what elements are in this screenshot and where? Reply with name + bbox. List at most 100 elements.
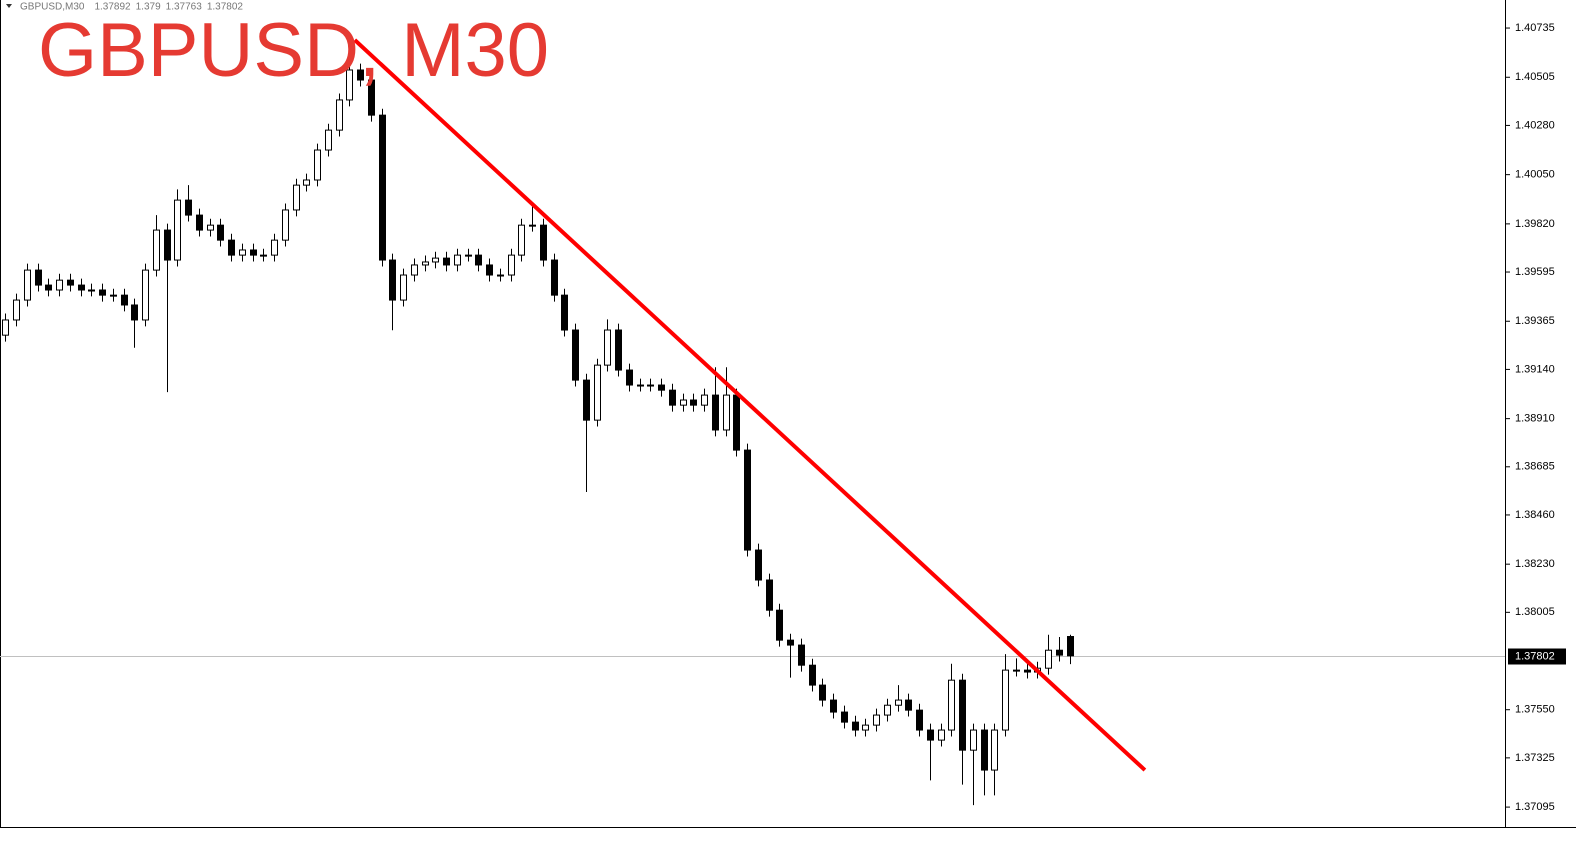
candle-body [948, 679, 955, 731]
candle-body [690, 399, 697, 406]
candle-body [733, 394, 740, 451]
candle-body [45, 284, 52, 291]
candle-body [518, 224, 525, 256]
candle-body [1024, 669, 1031, 673]
candle-body [572, 329, 579, 381]
candle-body [389, 259, 396, 301]
candle-body [228, 239, 235, 256]
y-tick-label: 1.38005 [1515, 606, 1555, 618]
candle-body [991, 729, 998, 771]
candle-body [346, 69, 353, 101]
candle-body [787, 639, 794, 646]
candle-body [970, 729, 977, 751]
candle-body [916, 709, 923, 731]
candle-body [1067, 636, 1074, 657]
candle-body [282, 209, 289, 241]
candle-body [540, 224, 547, 261]
header-ohlc: 1.37892 [94, 2, 131, 13]
candle-body [766, 579, 773, 611]
candle-body [508, 254, 515, 276]
candle-body [712, 394, 719, 431]
y-tick-label: 1.38910 [1515, 413, 1555, 425]
candle-body [529, 224, 536, 227]
candle-body [422, 261, 429, 266]
candle-body [755, 549, 762, 581]
candle-body [615, 329, 622, 371]
candle-body [250, 249, 257, 256]
candle-body [2, 319, 9, 336]
candle-body [841, 711, 848, 723]
header-ohlc: 1.37763 [166, 2, 203, 13]
candle-body [142, 269, 149, 321]
candle-body [185, 199, 192, 216]
y-tick-label: 1.38685 [1515, 461, 1555, 473]
header-symbol: GBPUSD,M30 [20, 2, 85, 13]
candle-body [217, 224, 224, 241]
candle-body [583, 379, 590, 421]
current-price-label: 1.37802 [1515, 650, 1555, 662]
candle-body [680, 399, 687, 406]
candle-body [443, 257, 450, 266]
candle-body [905, 699, 912, 711]
y-tick-label: 1.40505 [1515, 71, 1555, 83]
candle-body [1045, 649, 1052, 669]
candle-body [196, 214, 203, 231]
candle-body [164, 229, 171, 261]
y-tick-label: 1.37095 [1515, 801, 1555, 813]
candle-body [13, 299, 20, 321]
y-tick-label: 1.38460 [1515, 509, 1555, 521]
candle-body [99, 289, 106, 296]
y-tick-label: 1.38230 [1515, 558, 1555, 570]
candle-body [486, 264, 493, 276]
candle-body [357, 69, 364, 81]
candle-body [497, 274, 504, 277]
candle-body [1013, 669, 1020, 672]
header: GBPUSD,M30 1.37892 1.379 1.37763 1.37802 [20, 2, 243, 13]
candle-body [174, 199, 181, 261]
candle-body [293, 184, 300, 211]
candle-body [895, 699, 902, 706]
current-price-box [1508, 648, 1566, 665]
candle-body [336, 99, 343, 131]
candle-body [368, 79, 375, 116]
candle-body [819, 684, 826, 701]
candle-body [981, 729, 988, 771]
candle-body [927, 729, 934, 741]
chart-title: GBPUSD, M30 [38, 8, 549, 93]
y-tick-label: 1.39140 [1515, 363, 1555, 375]
candle-body [884, 704, 891, 716]
candle-body [873, 714, 880, 726]
candle-body [959, 679, 966, 751]
header-arrow [6, 4, 12, 8]
header-ohlc: 1.379 [136, 2, 161, 13]
candle-body [852, 721, 859, 731]
candle-body [1002, 669, 1009, 731]
candle-body [432, 257, 439, 263]
candle-body [239, 249, 246, 256]
candle-body [1056, 649, 1063, 656]
candle-body [669, 389, 676, 406]
candle-body [24, 269, 31, 301]
candle-body [131, 304, 138, 321]
trendline [353, 38, 1147, 772]
candle-body [56, 279, 63, 291]
candle-body [121, 294, 128, 306]
candle-body [78, 284, 85, 291]
candle-body [658, 384, 665, 391]
candle-body [303, 179, 310, 186]
candle-body [561, 294, 568, 331]
candle-body [88, 289, 95, 292]
y-tick-label: 1.40735 [1515, 22, 1555, 34]
candle-body [400, 274, 407, 301]
candle-body [314, 149, 321, 181]
candle-body [626, 369, 633, 386]
candle-body [271, 239, 278, 256]
candle-body [465, 254, 472, 257]
candle-body [411, 264, 418, 276]
y-tick-label: 1.40050 [1515, 169, 1555, 181]
candle-body [604, 329, 611, 366]
header-ohlc: 1.37802 [207, 2, 244, 13]
candle-body [647, 384, 654, 387]
